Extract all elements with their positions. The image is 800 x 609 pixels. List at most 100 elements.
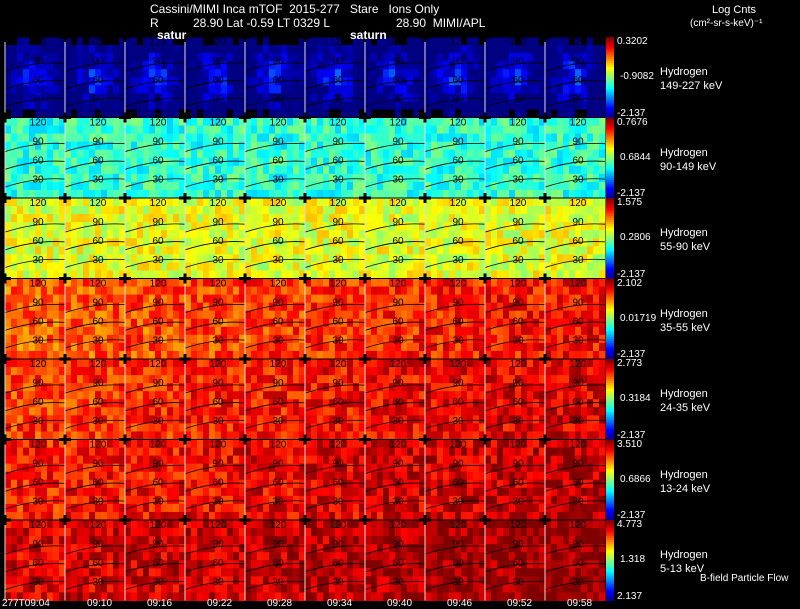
pixel-cell [437, 37, 444, 46]
pixel-cell [593, 182, 600, 191]
pixel-cell [23, 150, 30, 159]
pixel-cell [413, 190, 420, 199]
pixel-cell [599, 206, 606, 215]
pixel-cell [227, 53, 234, 62]
pixel-cell [413, 85, 420, 94]
pixel-cell [467, 182, 474, 191]
pixel-cell [347, 190, 354, 199]
pixel-cell [53, 254, 60, 263]
pixel-cell [23, 37, 30, 46]
pixel-cell [83, 230, 90, 239]
pixel-cell [425, 126, 432, 135]
pixel-cell [491, 69, 498, 78]
pixel-cell [71, 375, 78, 384]
pixel-cell [197, 85, 204, 94]
pixel-cell [113, 101, 120, 110]
pixel-cell [533, 142, 540, 151]
pixel-cell [407, 262, 414, 271]
pixel-cell [293, 109, 300, 118]
pixel-cell [197, 311, 204, 320]
pixel-cell [173, 118, 180, 127]
pixel-cell [203, 198, 210, 207]
pixel-cell [233, 69, 240, 78]
pixel-cell [407, 238, 414, 247]
pixel-cell [233, 53, 240, 62]
pixel-cell [5, 174, 12, 183]
pixel-cell [107, 150, 114, 159]
pixel-cell [35, 407, 42, 416]
pixel-cell [293, 206, 300, 215]
pixel-cell [485, 158, 492, 167]
pixel-cell [5, 327, 12, 336]
pixel-cell [47, 198, 54, 207]
pixel-cell [11, 391, 18, 400]
pixel-cell [89, 407, 96, 416]
pixel-cell [437, 53, 444, 62]
pixel-cell [563, 182, 570, 191]
pixel-cell [293, 150, 300, 159]
pixel-cell [65, 383, 72, 392]
pixel-cell [191, 53, 198, 62]
pixel-cell [431, 254, 438, 263]
pixel-cell [347, 311, 354, 320]
pixel-cell [365, 61, 372, 70]
pixel-cell [143, 359, 150, 368]
pixel-cell [503, 101, 510, 110]
pixel-cell [83, 407, 90, 416]
pixel-cell [17, 118, 24, 127]
pixel-cell [413, 101, 420, 110]
pixel-cell [113, 399, 120, 408]
pixel-cell [329, 166, 336, 175]
pixel-cell [461, 327, 468, 336]
image-panel: 120906030 [0, 354, 66, 440]
pixel-cell [131, 415, 138, 424]
pixel-cell [227, 101, 234, 110]
pixel-cell [485, 61, 492, 70]
pixel-cell [113, 303, 120, 312]
pixel-cell [293, 311, 300, 320]
pixel-cell [527, 142, 534, 151]
pixel-cell [371, 45, 378, 54]
pixel-cell [137, 431, 144, 440]
pixel-cell [71, 77, 78, 86]
pixel-cell [509, 85, 516, 94]
angle-label: 90 [32, 217, 44, 228]
pixel-cell [311, 182, 318, 191]
pixel-cell [23, 77, 30, 86]
pixel-cell [197, 391, 204, 400]
pixel-cell [485, 335, 492, 344]
pixel-cell [143, 53, 150, 62]
pixel-cell [353, 335, 360, 344]
pixel-cell [485, 77, 492, 86]
pixel-cell [113, 214, 120, 223]
pixel-cell [467, 262, 474, 271]
pixel-cell [77, 93, 84, 102]
pixel-cell [107, 126, 114, 135]
pixel-cell [203, 190, 210, 199]
pixel-cell [425, 45, 432, 54]
pixel-cell [263, 45, 270, 54]
pixel-cell [191, 77, 198, 86]
angle-label: 30 [392, 336, 404, 347]
pixel-cell [377, 230, 384, 239]
pixel-cell [353, 142, 360, 151]
pixel-cell [167, 198, 174, 207]
pixel-cell [71, 93, 78, 102]
pixel-cell [497, 311, 504, 320]
pixel-cell [503, 214, 510, 223]
pixel-cell [533, 85, 540, 94]
image-panel: 120906030 [119, 32, 186, 118]
pixel-cell [383, 214, 390, 223]
pixel-cell [71, 53, 78, 62]
pixel-cell [371, 118, 378, 127]
pixel-cell [353, 311, 360, 320]
pixel-cell [503, 246, 510, 255]
pixel-cell [173, 206, 180, 215]
pixel-cell [185, 407, 192, 416]
pixel-cell [143, 351, 150, 360]
pixel-cell [191, 423, 198, 432]
pixel-cell [197, 359, 204, 368]
pixel-cell [545, 134, 552, 143]
pixel-cell [317, 53, 324, 62]
pixel-cell [101, 246, 108, 255]
